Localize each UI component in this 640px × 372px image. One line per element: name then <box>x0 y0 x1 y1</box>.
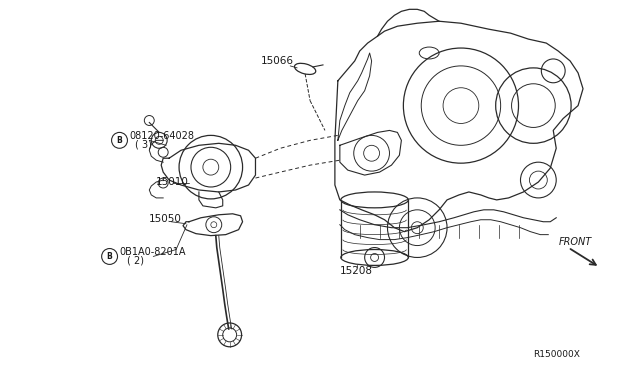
Text: 0B1A0-8201A: 0B1A0-8201A <box>120 247 186 257</box>
Text: ( 3): ( 3) <box>136 139 152 149</box>
Text: ( 2): ( 2) <box>127 256 145 265</box>
Text: 15208: 15208 <box>340 266 373 276</box>
Text: FRONT: FRONT <box>559 237 593 247</box>
Text: 15050: 15050 <box>149 214 182 224</box>
Text: B: B <box>116 136 122 145</box>
Text: R150000X: R150000X <box>533 350 580 359</box>
Text: B: B <box>107 252 113 261</box>
Text: 08120-64028: 08120-64028 <box>129 131 195 141</box>
Text: 15010: 15010 <box>156 177 189 187</box>
Text: 15066: 15066 <box>260 56 294 66</box>
